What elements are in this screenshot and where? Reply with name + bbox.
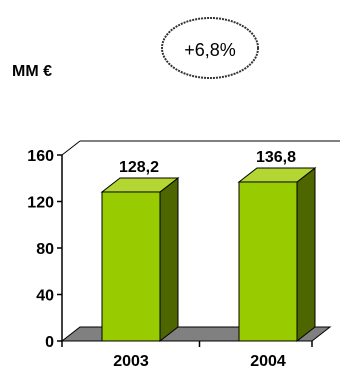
data-label: 128,2 — [119, 159, 159, 176]
y-tick-label: 80 — [36, 241, 54, 258]
y-axis: 0 40 80 120 160 — [27, 140, 340, 351]
bars — [100, 166, 317, 343]
y-tick-label: 120 — [27, 195, 54, 212]
growth-annotation: +6,8% — [161, 17, 259, 79]
bar-2004 — [237, 166, 317, 343]
unit-label: MM € — [12, 63, 52, 80]
wall-edge — [61, 140, 81, 156]
bar-2003 — [100, 176, 180, 343]
x-tick-label: 2004 — [250, 353, 286, 370]
bar-front — [238, 181, 298, 342]
annotation-ellipse — [161, 17, 259, 79]
x-axis-labels: 2003 2004 — [113, 353, 286, 370]
bar-side — [159, 176, 179, 343]
x-tick-label: 2003 — [113, 353, 149, 370]
y-tick-label: 40 — [36, 288, 54, 305]
data-labels: 128,2 136,8 — [119, 149, 296, 176]
y-tick-label: 0 — [45, 334, 54, 351]
data-label: 136,8 — [256, 149, 296, 166]
growth-annotation-text: +6,8% — [184, 40, 236, 60]
bar-side — [296, 166, 316, 343]
bar-front — [101, 191, 161, 342]
y-tick-label: 160 — [27, 148, 54, 165]
